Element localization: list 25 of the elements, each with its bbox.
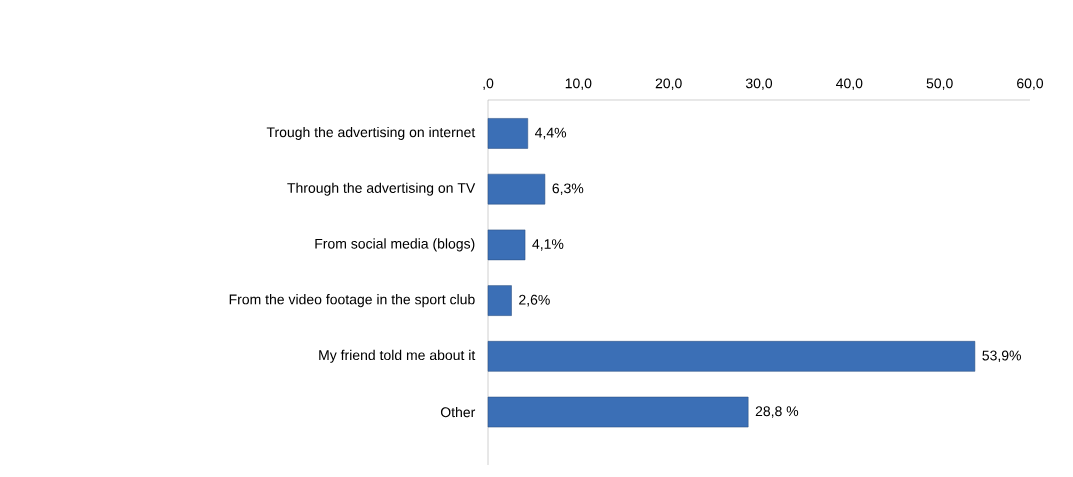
x-tick-label: 10,0 xyxy=(565,78,592,90)
x-tick-label: 60,0 xyxy=(1017,78,1044,90)
bar xyxy=(487,173,546,205)
x-tick-label: ,0 xyxy=(483,78,494,90)
data-label: 4,1% xyxy=(532,239,564,251)
bar xyxy=(487,118,529,149)
bar xyxy=(487,229,526,261)
data-label: 53,9% xyxy=(982,350,1022,363)
x-tick-label: 30,0 xyxy=(745,78,773,90)
data-label: 4,4% xyxy=(535,127,567,140)
y-tick-label: From social media (blogs) xyxy=(315,238,475,252)
data-label: 6,3% xyxy=(552,183,584,195)
y-tick-label: My friend told me about it xyxy=(319,349,476,363)
y-tick-label: Through the advertising on TV xyxy=(287,182,476,196)
bar xyxy=(487,396,749,428)
y-tick-label: From the video footage in the sport club xyxy=(229,294,475,308)
data-label: 28,8 % xyxy=(755,406,799,418)
bar xyxy=(487,285,512,316)
x-tick-label: 40,0 xyxy=(836,78,863,90)
y-tick-label: Trough the advertising on internet xyxy=(266,126,476,140)
bar xyxy=(487,341,976,372)
y-tick-label: Other xyxy=(440,406,476,418)
x-tick-label: 50,0 xyxy=(926,78,953,90)
data-label: 2,6% xyxy=(519,294,550,307)
x-tick-label: 20,0 xyxy=(655,78,682,90)
